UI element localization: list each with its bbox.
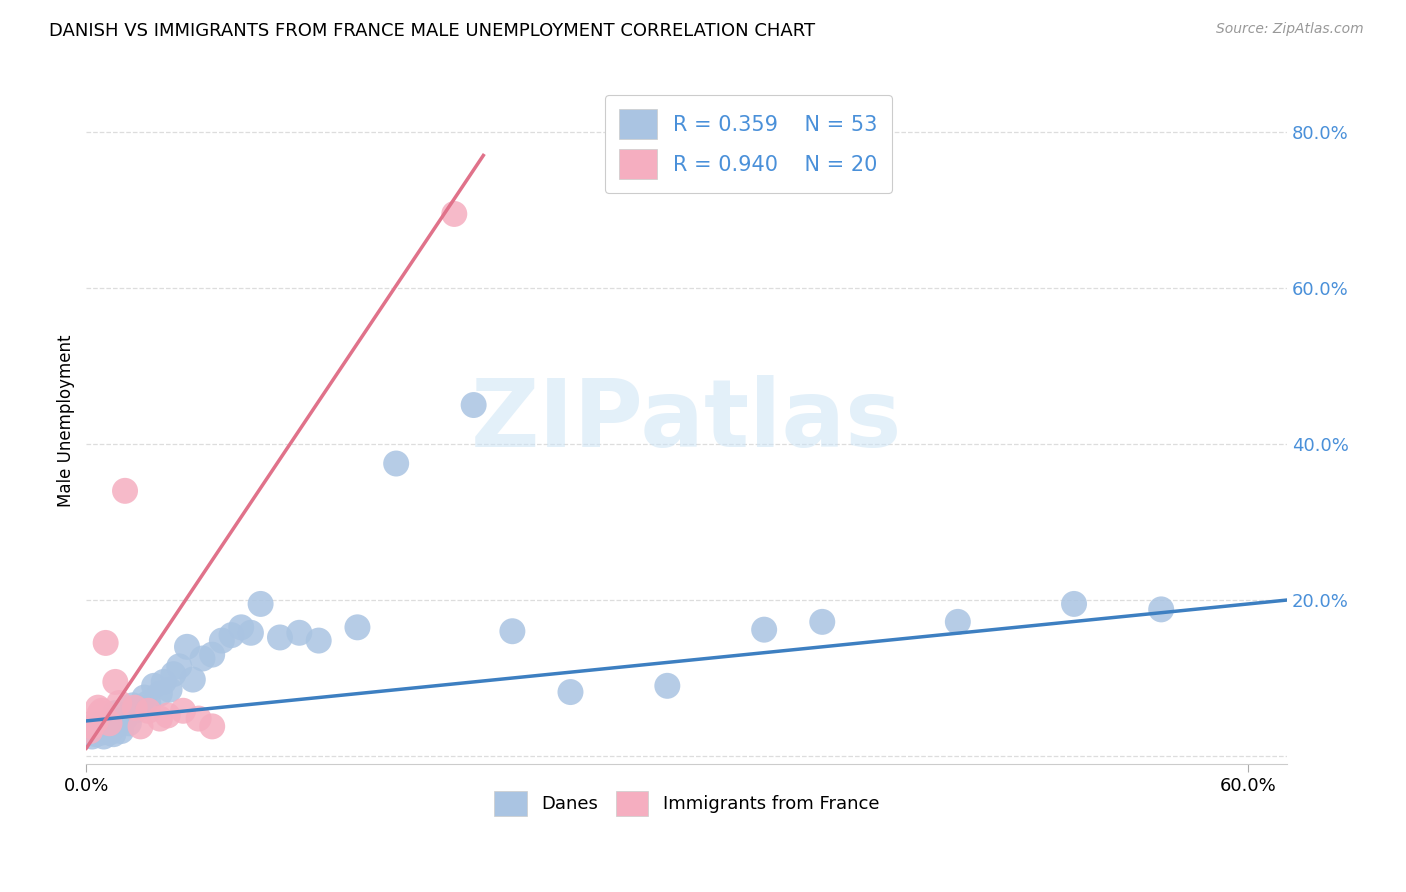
Point bbox=[90, 704, 112, 718]
Text: DANISH VS IMMIGRANTS FROM FRANCE MALE UNEMPLOYMENT CORRELATION CHART: DANISH VS IMMIGRANTS FROM FRANCE MALE UN… bbox=[49, 22, 815, 40]
Point bbox=[84, 727, 107, 741]
Point bbox=[84, 714, 107, 728]
Point bbox=[288, 625, 311, 640]
Point bbox=[231, 620, 253, 634]
Point bbox=[87, 700, 110, 714]
Point bbox=[93, 730, 115, 744]
Point bbox=[82, 730, 104, 744]
Point bbox=[136, 704, 159, 718]
Point bbox=[752, 623, 775, 637]
Text: ZIPatlas: ZIPatlas bbox=[471, 375, 903, 467]
Point bbox=[84, 718, 107, 732]
Point bbox=[83, 722, 105, 736]
Point bbox=[136, 696, 159, 710]
Point bbox=[110, 724, 132, 739]
Point bbox=[159, 682, 181, 697]
Point bbox=[172, 704, 194, 718]
Point bbox=[443, 207, 465, 221]
Point bbox=[103, 727, 125, 741]
Point bbox=[98, 725, 121, 739]
Point bbox=[201, 648, 224, 662]
Point bbox=[269, 631, 291, 645]
Point bbox=[187, 712, 209, 726]
Point bbox=[167, 659, 190, 673]
Point bbox=[211, 633, 233, 648]
Point bbox=[89, 719, 111, 733]
Point bbox=[143, 679, 166, 693]
Point bbox=[657, 679, 679, 693]
Point bbox=[104, 674, 127, 689]
Point bbox=[114, 712, 136, 726]
Point bbox=[811, 615, 834, 629]
Point bbox=[191, 651, 214, 665]
Point bbox=[221, 628, 243, 642]
Point bbox=[82, 719, 104, 733]
Point bbox=[463, 398, 485, 412]
Point bbox=[89, 706, 111, 720]
Point bbox=[239, 625, 262, 640]
Point bbox=[1150, 602, 1173, 616]
Point bbox=[201, 719, 224, 733]
Point bbox=[181, 673, 204, 687]
Point bbox=[162, 667, 184, 681]
Point bbox=[100, 719, 122, 733]
Point bbox=[129, 719, 152, 733]
Point bbox=[1063, 597, 1085, 611]
Point bbox=[94, 636, 117, 650]
Y-axis label: Male Unemployment: Male Unemployment bbox=[58, 334, 75, 507]
Point bbox=[308, 633, 330, 648]
Point bbox=[149, 712, 172, 726]
Point bbox=[105, 718, 128, 732]
Point bbox=[104, 706, 127, 720]
Point bbox=[124, 704, 146, 718]
Point bbox=[134, 690, 156, 705]
Point bbox=[249, 597, 271, 611]
Point bbox=[121, 698, 143, 713]
Text: Source: ZipAtlas.com: Source: ZipAtlas.com bbox=[1216, 22, 1364, 37]
Point bbox=[90, 725, 112, 739]
Point bbox=[98, 716, 121, 731]
Point bbox=[560, 685, 582, 699]
Point bbox=[149, 687, 172, 701]
Point bbox=[946, 615, 969, 629]
Point bbox=[94, 716, 117, 731]
Point bbox=[346, 620, 368, 634]
Point bbox=[87, 724, 110, 739]
Point bbox=[108, 696, 131, 710]
Point bbox=[79, 725, 101, 739]
Point bbox=[128, 700, 150, 714]
Point bbox=[118, 716, 141, 731]
Point bbox=[385, 457, 408, 471]
Point bbox=[97, 722, 120, 736]
Point bbox=[79, 724, 101, 739]
Point bbox=[501, 624, 523, 639]
Point bbox=[152, 674, 174, 689]
Point bbox=[156, 708, 179, 723]
Point bbox=[124, 700, 146, 714]
Point bbox=[176, 640, 198, 654]
Point bbox=[114, 483, 136, 498]
Legend: Danes, Immigrants from France: Danes, Immigrants from France bbox=[486, 783, 887, 823]
